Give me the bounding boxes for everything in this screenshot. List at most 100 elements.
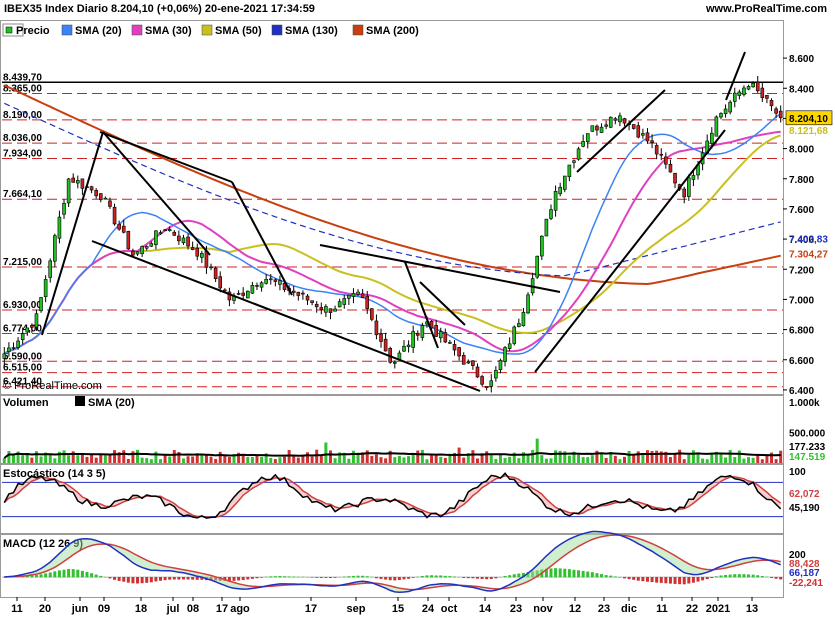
volume-bar xyxy=(209,456,213,463)
candle xyxy=(310,300,314,306)
volume-bar xyxy=(554,450,558,463)
candle xyxy=(480,374,484,387)
volume-bar xyxy=(664,451,668,463)
candle-body xyxy=(121,225,126,233)
legend-item-label: SMA (20) xyxy=(75,25,122,37)
macd-histogram-bar xyxy=(742,574,746,578)
price-value-label: 8.121,68 xyxy=(789,126,828,137)
candle-body xyxy=(324,306,328,313)
candle-body xyxy=(549,209,553,219)
candle xyxy=(135,251,140,256)
candle-body xyxy=(526,294,530,314)
macd-histogram-bar xyxy=(747,574,751,578)
macd-histogram-bar xyxy=(283,576,287,578)
candle xyxy=(415,330,420,341)
level-label: 8.036,00 xyxy=(3,133,42,144)
candle xyxy=(273,278,278,287)
macd-histogram-bar xyxy=(108,577,112,579)
candle xyxy=(11,342,16,350)
macd-histogram-bar xyxy=(728,574,732,578)
axis-tick-label: 7.600 xyxy=(789,205,814,216)
candle-body xyxy=(480,376,484,385)
macd-histogram-bar xyxy=(687,577,691,584)
candle xyxy=(650,134,654,149)
macd-histogram-bar xyxy=(44,573,48,578)
volume-bar xyxy=(370,455,374,463)
macd-histogram-bar xyxy=(292,576,296,578)
volume-bar xyxy=(453,452,457,463)
level-label: 8.439,70 xyxy=(3,72,42,83)
candle-body xyxy=(452,344,457,351)
candle xyxy=(80,178,85,196)
site-label[interactable]: www.ProRealTime.com xyxy=(705,3,827,15)
macd-histogram-bar xyxy=(549,568,553,578)
candle xyxy=(268,274,273,285)
candle-body xyxy=(374,320,379,336)
candle-body xyxy=(379,333,383,342)
volume-bar xyxy=(113,450,117,463)
volume-bar xyxy=(526,454,530,463)
candle-body xyxy=(39,297,43,312)
macd-histogram-bar xyxy=(136,577,140,584)
candle-body xyxy=(268,278,273,281)
candle xyxy=(149,241,154,248)
copyright-label: © ProRealTime.com xyxy=(3,380,102,392)
x-axis-label: 09 xyxy=(98,603,110,615)
volume-bar xyxy=(462,457,466,463)
candle xyxy=(457,346,461,361)
candle xyxy=(351,288,356,304)
candle xyxy=(347,294,351,305)
legend-item-label: SMA (130) xyxy=(285,25,338,37)
macd-histogram-bar xyxy=(397,577,401,581)
volume-bar xyxy=(567,455,571,463)
macd-histogram-bar xyxy=(30,575,34,578)
macd-histogram-bar xyxy=(457,576,461,578)
volume-bar xyxy=(283,456,287,463)
panel-frame xyxy=(0,20,784,395)
stochastic-title: Estocástico (14 3 5) xyxy=(3,468,106,480)
macd-histogram-bar xyxy=(370,576,374,578)
volume-bar xyxy=(342,452,346,463)
macd-histogram-bar xyxy=(80,570,84,578)
macd-histogram-bar xyxy=(351,575,355,578)
candle xyxy=(737,89,742,100)
macd-histogram-bar xyxy=(701,577,705,581)
candle xyxy=(186,233,190,250)
candle xyxy=(305,294,310,305)
volume-bar xyxy=(250,456,254,463)
macd-line xyxy=(4,530,781,594)
volume-bar xyxy=(71,451,75,463)
volume-bar xyxy=(191,456,195,463)
volume-bar xyxy=(328,450,332,463)
panel-frame xyxy=(0,464,784,534)
volume-bar xyxy=(260,456,264,463)
trend-line xyxy=(91,240,481,392)
candle-body xyxy=(774,108,778,114)
candle xyxy=(291,285,296,297)
macd-value-label: 66,187 xyxy=(789,568,820,579)
candle xyxy=(411,325,415,353)
candle-body xyxy=(149,243,154,247)
x-axis-label: jun xyxy=(71,603,89,615)
legend-swatch xyxy=(5,26,13,34)
macd-histogram-bar xyxy=(760,576,764,578)
candle xyxy=(673,172,677,188)
volume-bar xyxy=(301,454,305,463)
candle xyxy=(356,289,360,297)
x-axis-label: 22 xyxy=(686,603,698,615)
macd-histogram-bar xyxy=(655,577,659,583)
macd-histogram-bar xyxy=(168,577,172,580)
axis-tick-label: 6.600 xyxy=(789,356,814,367)
volume-bar xyxy=(609,452,613,463)
macd-histogram-bar xyxy=(71,569,75,578)
candle-body xyxy=(7,347,11,352)
candle xyxy=(62,199,66,219)
last-price-tag xyxy=(785,110,833,126)
candle xyxy=(227,287,232,307)
macd-fill xyxy=(4,531,781,593)
volume-bar xyxy=(319,454,323,463)
candle-body xyxy=(181,237,186,244)
candle-body xyxy=(140,246,144,255)
volume-legend-label: SMA (20) xyxy=(88,397,135,409)
